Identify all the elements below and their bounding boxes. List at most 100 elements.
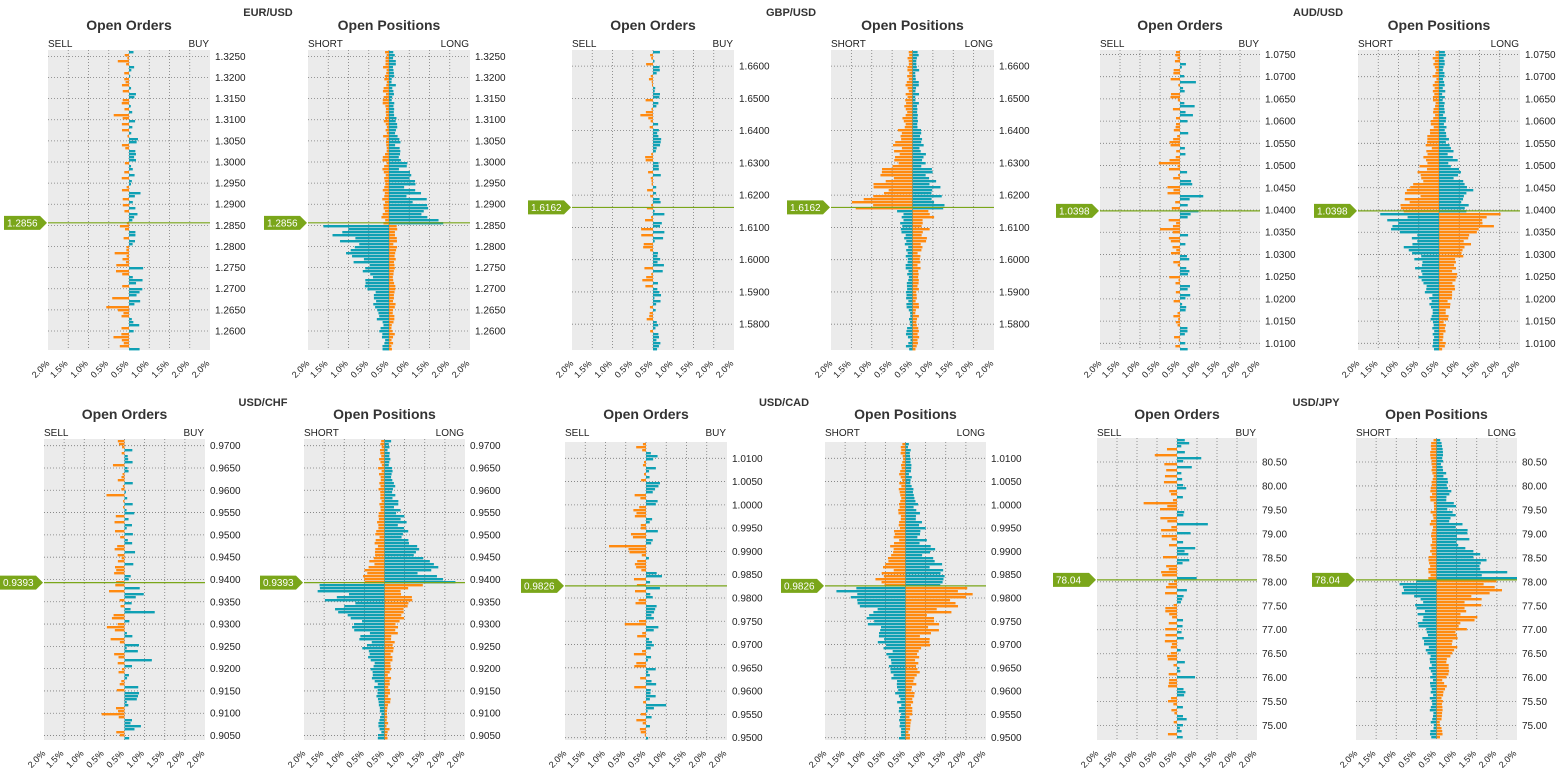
long-position-bar: [384, 485, 396, 488]
order-bar: [646, 698, 650, 701]
order-bar: [651, 153, 653, 156]
short-position-bar: [1407, 216, 1439, 219]
order-bar: [646, 647, 651, 650]
short-position-bar: [385, 129, 389, 132]
order-bar: [641, 234, 653, 237]
long-position-bar: [1439, 174, 1459, 177]
long-position-bar: [389, 69, 394, 72]
long-position-bar: [384, 722, 389, 725]
y-tick-label: 78.50: [1262, 553, 1287, 564]
order-bar: [646, 668, 656, 671]
y-tick-label: 1.0700: [1525, 72, 1556, 83]
long-position-bar: [905, 569, 944, 572]
order-bar: [646, 605, 657, 608]
long-position-bar: [389, 126, 398, 129]
short-position-bar: [901, 485, 906, 488]
order-bar: [653, 255, 658, 258]
short-position-bar: [385, 153, 389, 156]
x-tick-label: 1.0%: [68, 358, 90, 380]
y-tick-label: 1.6400: [999, 126, 1030, 137]
short-position-bar: [378, 518, 385, 521]
long-position-bar: [1439, 99, 1443, 102]
long-position-bar: [1439, 321, 1444, 324]
long-position-bar: [389, 81, 392, 84]
x-tick-label: 1.0%: [845, 748, 867, 768]
short-position-bar: [1430, 132, 1439, 135]
order-bar: [114, 653, 125, 656]
order-bar: [653, 162, 659, 165]
order-bar: [1176, 123, 1180, 126]
order-bar: [646, 656, 652, 659]
y-tick-label: 0.9400: [470, 575, 501, 586]
short-position-bar: [379, 473, 385, 476]
order-bar: [1177, 511, 1185, 514]
long-position-bar: [1436, 541, 1457, 544]
long-position-bar: [912, 69, 920, 72]
order-bar: [1173, 138, 1180, 141]
order-bar: [646, 626, 659, 629]
order-bar: [1170, 646, 1177, 649]
long-position-bar: [912, 210, 929, 213]
order-bar: [651, 273, 653, 276]
short-position-bar: [902, 479, 906, 482]
short-position-bar: [382, 348, 389, 351]
long-position-bar: [912, 270, 919, 273]
short-position-bar: [380, 476, 385, 479]
short-position-bar: [1431, 688, 1437, 691]
order-bar: [643, 701, 646, 704]
short-position-bar: [1399, 231, 1439, 234]
long-position-bar: [384, 710, 388, 713]
y-tick-label: 1.5900: [739, 287, 770, 298]
order-bar: [645, 156, 653, 159]
long-position-bar: [905, 731, 909, 734]
short-position-bar: [386, 132, 389, 135]
long-position-bar: [389, 84, 396, 87]
short-position-bar: [379, 482, 385, 485]
short-position-bar: [383, 204, 389, 207]
short-position-bar: [1431, 448, 1437, 451]
order-bar: [642, 650, 646, 653]
y-tick-label: 77.50: [1262, 601, 1287, 612]
order-bar: [121, 144, 129, 147]
long-position-bar: [905, 509, 917, 512]
order-bar: [129, 150, 136, 153]
order-bar: [646, 716, 652, 719]
order-bar: [1175, 291, 1180, 294]
order-bar: [1177, 478, 1183, 481]
long-position-bar: [1436, 481, 1449, 484]
long-position-bar: [912, 132, 922, 135]
order-bar: [651, 180, 653, 183]
order-bar: [123, 342, 129, 345]
long-position-bar: [912, 99, 916, 102]
y-tick-label: 1.6600: [739, 62, 770, 73]
y-tick-label: 0.9650: [210, 463, 241, 474]
short-position-bar: [903, 120, 913, 123]
x-tick-label: 1.5%: [308, 358, 330, 380]
order-bar: [101, 713, 125, 716]
y-tick-label: 1.2700: [475, 284, 506, 295]
order-bar: [124, 108, 129, 111]
current-price-label: 0.9393: [3, 578, 34, 589]
x-tick-label: 1.5%: [926, 748, 948, 768]
y-tick-label: 1.2850: [215, 221, 246, 232]
long-position-bar: [905, 506, 914, 509]
order-bar: [126, 246, 129, 249]
short-position-bar: [377, 309, 389, 312]
x-tick-label: 2.0%: [547, 748, 569, 768]
short-position-bar: [1421, 255, 1439, 258]
short-position-bar: [899, 521, 906, 524]
short-position-bar: [1431, 442, 1437, 445]
order-bar: [1177, 724, 1183, 727]
long-position-bar: [384, 551, 416, 554]
y-tick-label: 1.2950: [475, 179, 506, 190]
long-position-bar: [1436, 529, 1468, 532]
short-position-bar: [364, 578, 385, 581]
short-position-bar: [383, 135, 389, 138]
long-position-bar: [1439, 279, 1456, 282]
short-position-bar: [1433, 108, 1439, 111]
long-position-bar: [1436, 445, 1443, 448]
order-bar: [646, 725, 650, 728]
y-tick-label: 0.9100: [470, 709, 501, 720]
short-position-bar: [385, 51, 389, 54]
